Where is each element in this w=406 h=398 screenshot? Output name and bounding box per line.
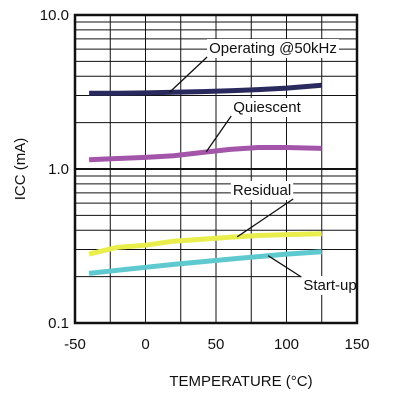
- series-label-2: Quiescent: [233, 99, 301, 116]
- x-tick-label: 0: [141, 336, 149, 353]
- tick-labels: -50 0 50 100 150 0.1 1.0 10.0: [40, 7, 370, 353]
- series-label-3: Residual: [233, 182, 291, 199]
- x-tick-label: 150: [344, 336, 369, 353]
- series-label-1: Operating @50kHz: [209, 40, 337, 57]
- leader-line: [169, 56, 208, 93]
- y-tick-label: 1.0: [48, 161, 69, 178]
- leader-line: [236, 198, 294, 238]
- series-line-3: [88, 231, 322, 257]
- series-line-1: [89, 82, 323, 96]
- series-label-bg: [207, 39, 339, 58]
- x-tick-label: 100: [274, 336, 299, 353]
- series-label-4: Start-up: [303, 277, 356, 294]
- x-axis-label: TEMPERATURE (°C): [169, 373, 312, 390]
- x-tick-label: 50: [208, 336, 225, 353]
- y-tick-label: 0.1: [48, 315, 69, 332]
- series-line-4: [88, 249, 322, 276]
- y-tick-label: 10.0: [40, 7, 69, 24]
- y-axis-label: ICC (mA): [12, 138, 29, 201]
- series-line-2: [88, 145, 322, 163]
- series-label-bg: [301, 276, 359, 295]
- grid: [75, 15, 357, 323]
- x-tick-label: -50: [64, 336, 86, 353]
- leader-line: [205, 115, 232, 153]
- series-label-bg: [230, 181, 294, 200]
- plot-frame: [73, 13, 359, 325]
- leader-line: [267, 255, 302, 278]
- series-lines: [88, 82, 323, 276]
- annotations: Operating @50kHz Quiescent Residual Start-u…: [169, 39, 359, 295]
- series-label-bg: [231, 98, 304, 117]
